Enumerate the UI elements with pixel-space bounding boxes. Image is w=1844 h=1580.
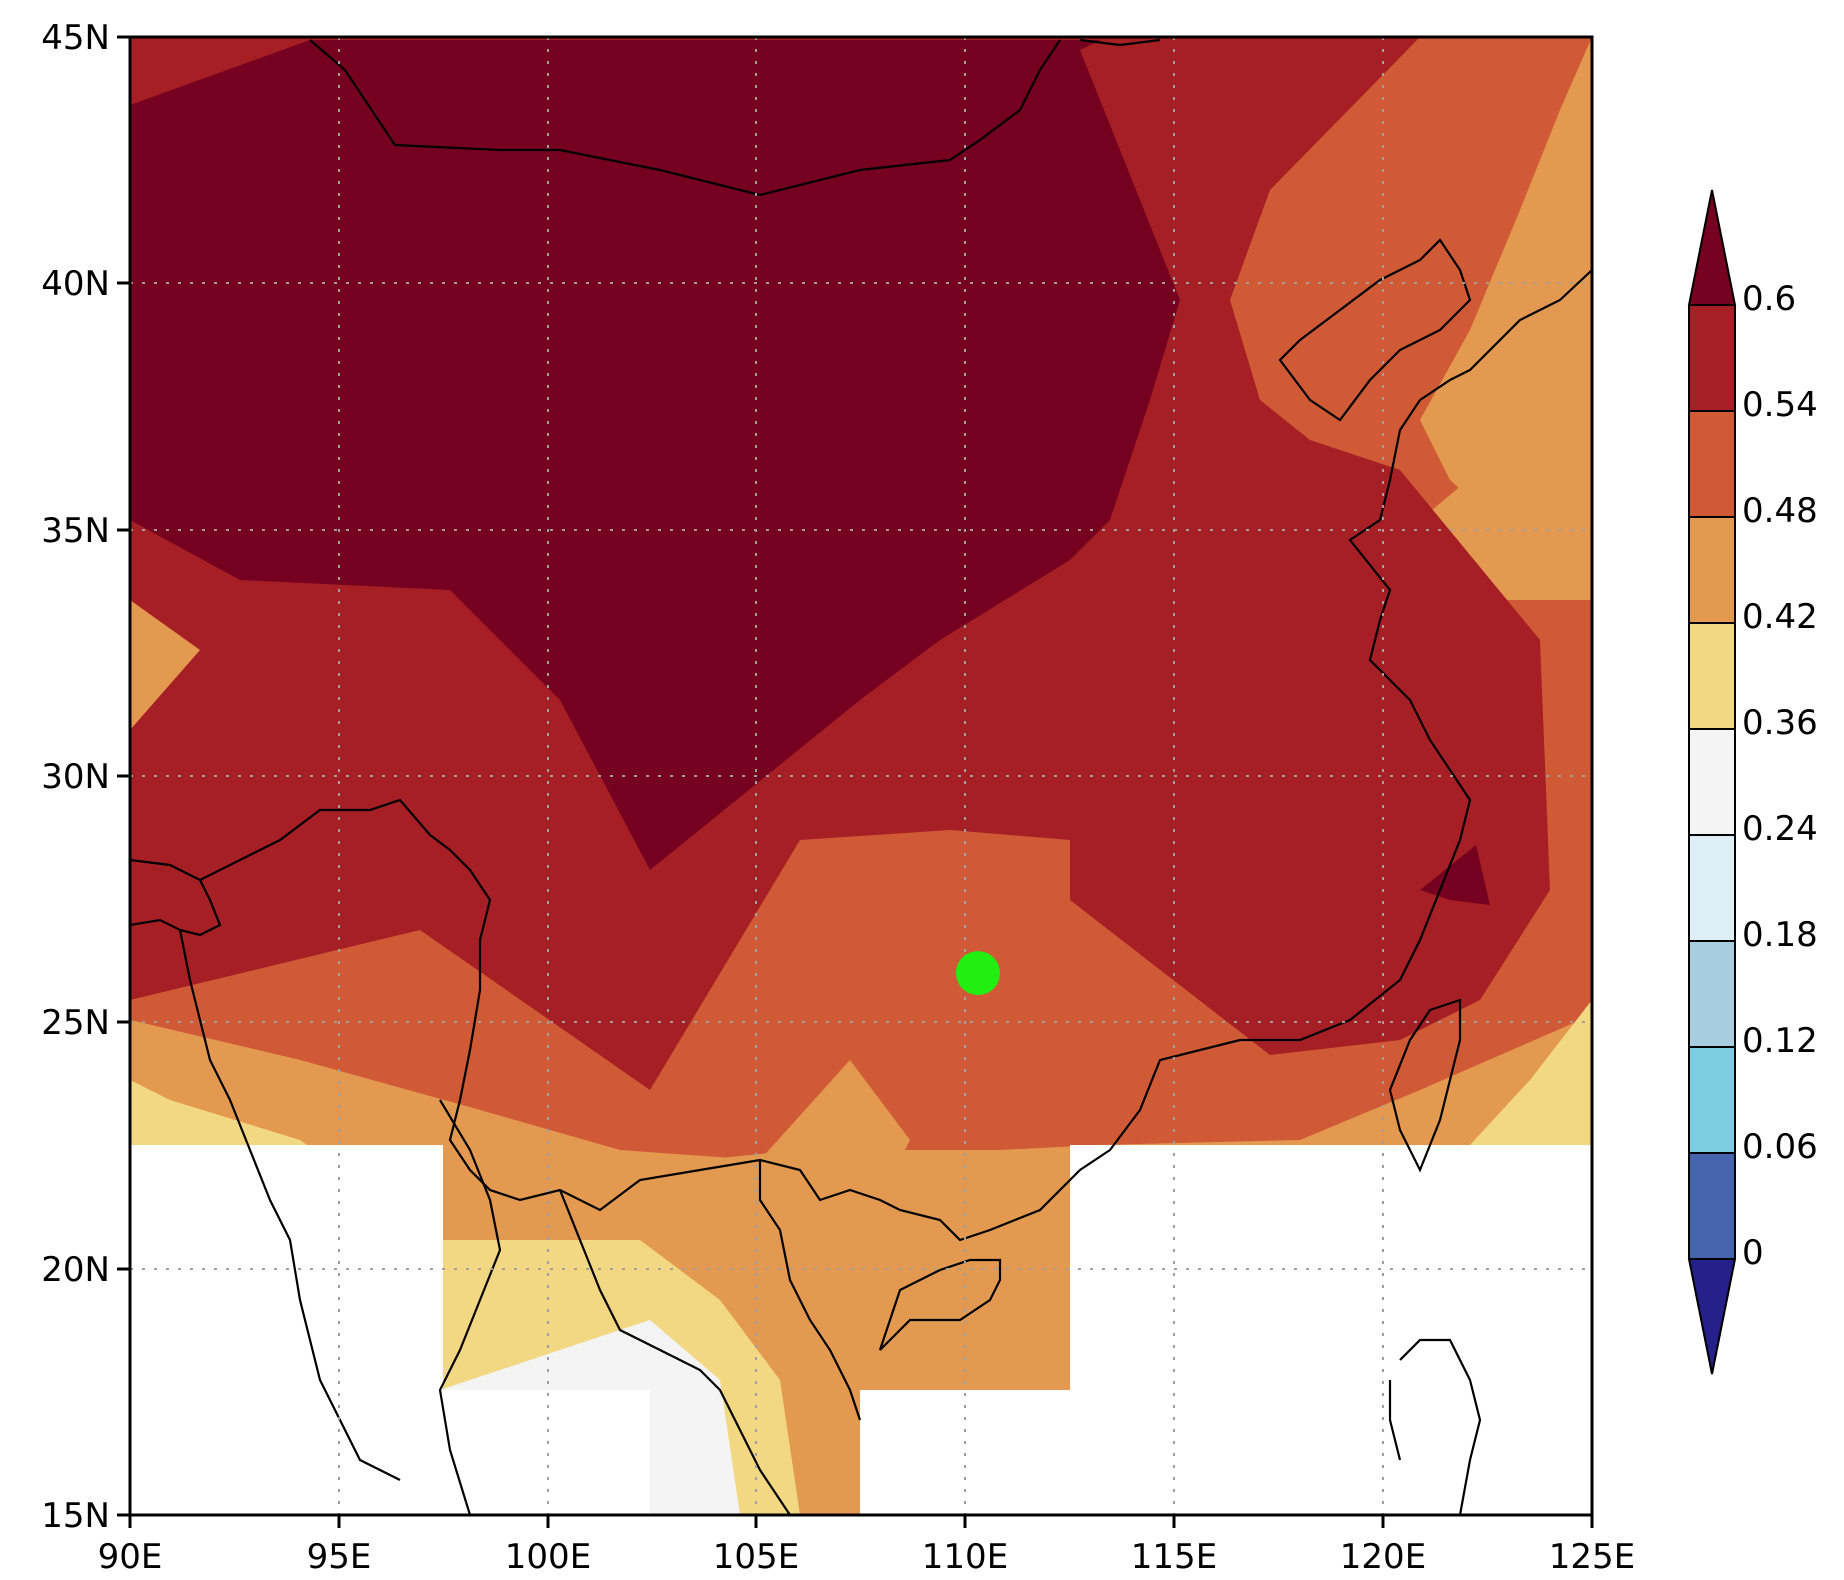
- colorbar-segment: [1688, 622, 1736, 730]
- y-tick-label: 15N: [41, 1496, 110, 1536]
- colorbar-segment: [1688, 410, 1736, 518]
- x-tick-label: 100E: [505, 1537, 591, 1577]
- y-tick-label: 20N: [41, 1250, 110, 1290]
- y-axis-labels: 15N 20N 25N 30N 35N 40N 45N: [41, 18, 110, 1536]
- location-marker: [956, 951, 1000, 996]
- x-tick-label: 120E: [1340, 1537, 1426, 1577]
- colorbar-label: 0.18: [1742, 915, 1818, 955]
- x-tick-label: 105E: [713, 1537, 799, 1577]
- colorbar-segment: [1688, 940, 1736, 1048]
- colorbar-label: 0.48: [1742, 491, 1818, 531]
- colorbar-label: 0: [1742, 1233, 1764, 1273]
- x-axis-labels: 90E 95E 100E 105E 110E 115E 120E 125E: [98, 1537, 1636, 1577]
- y-tick-label: 45N: [41, 18, 110, 58]
- colorbar-extend-min: [1687, 1258, 1737, 1375]
- x-tick-label: 110E: [922, 1537, 1008, 1577]
- band-above-0.60: [130, 40, 1180, 870]
- x-tick-label: 115E: [1131, 1537, 1217, 1577]
- x-tick-label: 125E: [1549, 1537, 1635, 1577]
- colorbar-label: 0.12: [1742, 1021, 1818, 1061]
- no-data-mask: [130, 1145, 1592, 1515]
- colorbar: 0 0.06 0.12 0.18 0.24 0.36 0.42 0.48 0.5…: [1687, 189, 1818, 1375]
- band-above-0.60-coast: [1420, 845, 1490, 905]
- band-0.36-0.42-east: [1470, 1000, 1592, 1145]
- colorbar-labels: 0 0.06 0.12 0.18 0.24 0.36 0.42 0.48 0.5…: [1742, 279, 1818, 1273]
- colorbar-label: 0.42: [1742, 597, 1818, 637]
- colorbar-label: 0.36: [1742, 703, 1818, 743]
- y-tick-label: 25N: [41, 1003, 110, 1043]
- colorbar-segment: [1688, 304, 1736, 412]
- colorbar-segment: [1688, 516, 1736, 624]
- colorbar-segment: [1688, 728, 1736, 836]
- band-0.42-0.48-east: [1420, 37, 1592, 600]
- coastline-borders: [130, 38, 1592, 1515]
- y-tick-label: 30N: [41, 757, 110, 797]
- band-0.42-0.48-west: [130, 600, 200, 730]
- x-tick-label: 90E: [98, 1537, 163, 1577]
- y-tick-label: 35N: [41, 511, 110, 551]
- colorbar-segment: [1688, 1152, 1736, 1260]
- colorbar-label: 0.54: [1742, 385, 1818, 425]
- colorbar-extend-max: [1687, 189, 1737, 306]
- colorbar-segment: [1688, 834, 1736, 942]
- colorbar-label: 0.06: [1742, 1127, 1818, 1167]
- tick-marks: [117, 35, 1594, 1528]
- y-tick-label: 40N: [41, 264, 110, 304]
- colorbar-segment: [1688, 1046, 1736, 1154]
- x-tick-label: 95E: [307, 1537, 372, 1577]
- colorbar-label: 0.6: [1742, 279, 1796, 319]
- colorbar-label: 0.24: [1742, 809, 1818, 849]
- colorbar-segments: [1687, 189, 1737, 1375]
- contour-fill: [130, 37, 1592, 1515]
